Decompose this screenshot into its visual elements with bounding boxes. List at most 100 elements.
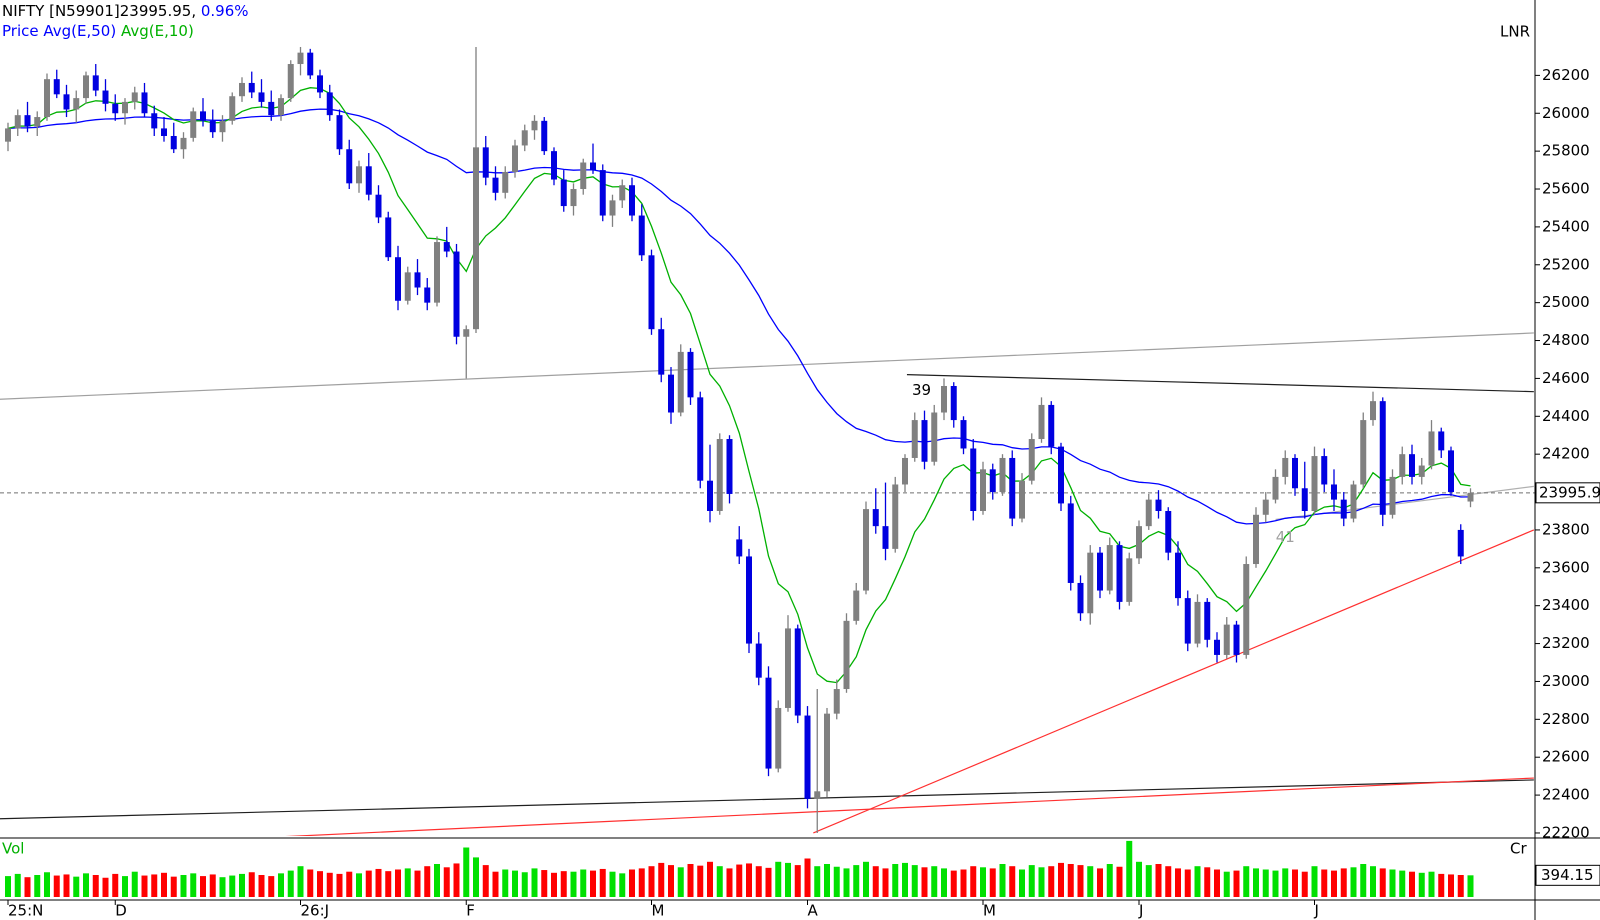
volume-bar (999, 864, 1006, 897)
legend-entry: Avg(E,50) (43, 22, 117, 40)
candle-body (541, 120, 548, 152)
last-price-label: 23995.95 (1539, 483, 1600, 501)
volume-bar (804, 858, 811, 897)
candle-body (1077, 582, 1084, 614)
legend-entry: Price (2, 22, 39, 40)
volume-bar (248, 872, 255, 897)
candle-body (911, 420, 918, 458)
candle-body (395, 257, 401, 301)
y-tick-label: 23200 (1542, 634, 1590, 652)
candle-body (424, 287, 431, 303)
volume-bar (434, 864, 440, 897)
volume-bar (268, 876, 275, 897)
candle-body (1418, 465, 1425, 477)
volume-bar (551, 872, 557, 897)
volume-bar (200, 876, 206, 897)
candle-body (112, 103, 119, 114)
candle-body (853, 590, 860, 621)
volume-bar (1067, 864, 1074, 897)
candle-body (463, 329, 470, 337)
volume-bar (395, 869, 401, 897)
candle-body (1243, 564, 1250, 655)
volume-bar (5, 876, 11, 897)
volume-bar (1370, 866, 1376, 897)
volume-bar (492, 871, 499, 897)
change: 0.96% (200, 2, 249, 20)
volume-bar (1409, 871, 1415, 897)
last-volume-box (1535, 864, 1600, 886)
candle-body (92, 75, 99, 91)
volume-bar (1282, 868, 1289, 897)
volume-bar (921, 867, 928, 897)
y-tick-label: 24200 (1542, 445, 1590, 463)
volume-bar (1019, 869, 1025, 897)
volume-bar (24, 877, 31, 897)
candle-body (326, 92, 333, 116)
volume-bar (1262, 869, 1269, 897)
candle-body (141, 92, 148, 114)
volume-bar (278, 873, 284, 897)
volume-bar (375, 868, 382, 897)
volume-bar (1136, 861, 1142, 897)
volume-bar (1116, 866, 1123, 897)
candle-body (580, 162, 587, 190)
y-tick-label: 23400 (1542, 596, 1590, 614)
annotation: 39 (912, 381, 931, 399)
volume-bar (1428, 871, 1435, 897)
volume-bar (843, 868, 850, 897)
y-tick-label: 25200 (1542, 255, 1590, 273)
x-tick-label: M (983, 902, 996, 920)
candle-body (53, 79, 60, 95)
volume-bar (794, 865, 801, 897)
volume-bar (414, 870, 421, 897)
candle-body (1019, 480, 1025, 519)
volume-bar (424, 866, 431, 897)
volume-bar (317, 871, 323, 897)
candle-body (1409, 454, 1415, 477)
candle-body (999, 457, 1006, 493)
candle-body (492, 177, 499, 193)
volume-bar (590, 870, 596, 897)
volume-bar (726, 868, 733, 897)
volume-bar (1243, 866, 1250, 897)
volume-bar (1399, 870, 1406, 897)
volume-bar (1311, 866, 1318, 897)
volume-bar (83, 873, 89, 897)
candle-body (375, 194, 382, 218)
volume-bar (63, 874, 70, 897)
price-pane: 39 41 (0, 46, 1535, 836)
volume-bar (707, 861, 713, 897)
candle-body (219, 120, 226, 133)
volume-bar (141, 875, 148, 897)
candle-body (794, 628, 801, 716)
volume-bar (297, 866, 304, 897)
trendline (285, 777, 1534, 836)
volume-bar (960, 869, 967, 897)
volume-bar (853, 865, 860, 897)
candle-body (1175, 552, 1181, 599)
candle-body (5, 128, 11, 142)
y-tick-label: 25800 (1542, 142, 1590, 160)
x-tick-label: F (466, 902, 475, 920)
candle-body (1136, 526, 1142, 559)
volume-bar (1165, 866, 1172, 897)
candle-body (775, 707, 782, 769)
y-tick-label: 22400 (1542, 786, 1590, 804)
candle-body (619, 185, 626, 201)
volume-bar (365, 870, 372, 897)
volume-bar (1087, 866, 1094, 897)
candle-body (1457, 529, 1464, 557)
candle-body (180, 137, 187, 150)
volume-bar (463, 847, 470, 897)
candle-body (950, 385, 957, 421)
candle-body (1379, 401, 1386, 515)
volume-bar (209, 874, 216, 897)
volume-bar (580, 869, 587, 897)
volume-bar (44, 872, 50, 897)
y-tick-label: 23000 (1542, 672, 1590, 690)
candle-body (1126, 558, 1133, 602)
volume-bar (239, 873, 245, 897)
volume-bar (1204, 867, 1211, 897)
volume-bar (1301, 871, 1308, 897)
